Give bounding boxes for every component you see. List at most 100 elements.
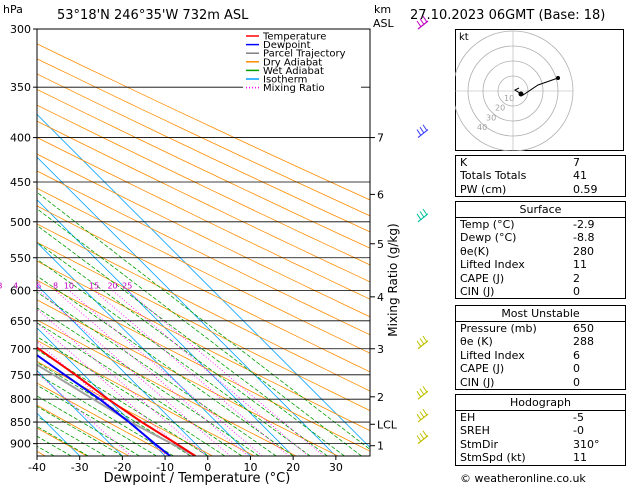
location-title: 53°18'N 246°35'W 732m ASL (57, 8, 249, 23)
dry-adiabat-line (37, 361, 213, 456)
wind-barb (417, 413, 429, 423)
km-tick-label: 1 (377, 440, 384, 453)
wind-barb-flag (419, 388, 425, 396)
indices-table: K 7 Totals Totals 41 PW (cm) 0.59 (455, 155, 626, 198)
km-tick-label: LCL (377, 418, 398, 431)
wind-barb-flag (416, 413, 422, 421)
wind-barb-flag (416, 390, 422, 398)
pressure-tick-label: 800 (10, 393, 31, 406)
dry-adiabat-line (37, 170, 370, 336)
mixing-ratio-label: 10 (64, 282, 74, 291)
dry-adiabat-line (37, 137, 370, 300)
row-key: Dewp (°C) (460, 231, 517, 245)
table-row: θe(K) 280 (456, 245, 625, 258)
pressure-tick-label: 400 (10, 132, 31, 145)
legend-label: Isotherm (263, 75, 307, 86)
row-value: 7 (573, 156, 580, 169)
dry-adiabat-line (37, 279, 370, 452)
table-row: StmDir 310° (456, 438, 625, 451)
wet-adiabat-line (37, 322, 243, 456)
pressure-tick-label: 550 (10, 252, 31, 265)
row-value: 650 (573, 322, 594, 335)
table-row: CIN (J) 0 (456, 376, 625, 389)
hodograph-table-title: Hodograph (456, 395, 625, 411)
hodograph-ring-label: 30 (486, 113, 496, 122)
pressure-tick-label: 350 (10, 81, 31, 94)
km-tick-label: 6 (377, 188, 384, 201)
row-key: Pressure (mb) (460, 322, 537, 335)
dry-adiabat-line (37, 260, 370, 432)
mixing-ratio-line (38, 290, 231, 456)
wet-adiabat-line (37, 241, 328, 456)
wet-adiabat-line (37, 336, 226, 456)
table-row: Totals Totals 41 (456, 169, 625, 182)
dry-adiabat-line (37, 120, 370, 283)
wind-barb-flag (422, 430, 428, 438)
pressure-tick-label: 300 (10, 23, 31, 36)
dry-adiabat-line (37, 73, 370, 233)
km-tick-label: 4 (377, 291, 384, 304)
isotherm-line (37, 370, 123, 456)
wind-barb (417, 340, 429, 350)
row-key: EH (460, 411, 476, 424)
wind-barb (417, 20, 429, 30)
table-row: CAPE (J) 0 (456, 362, 625, 375)
pressure-tick-label: 850 (10, 416, 31, 429)
temp-tick-label: -10 (156, 461, 174, 474)
storm-motion-marker (518, 91, 524, 97)
wind-barb (417, 213, 429, 223)
table-row: StmSpd (kt) 11 (456, 451, 625, 464)
mixing-ratio-line (68, 290, 263, 456)
row-key: StmSpd (kt) (460, 451, 526, 465)
wind-barb-flag (419, 411, 425, 418)
wind-barb-flag (422, 386, 428, 393)
row-key: K (460, 156, 468, 169)
hodograph-unit-label: kt (459, 32, 469, 43)
wind-barb-flag (419, 126, 425, 134)
dry-adiabat-line (37, 187, 370, 354)
wind-barb-flag (422, 124, 428, 132)
mixing-ratio-line (93, 290, 289, 456)
legend-label: Dry Adiabat (263, 57, 322, 68)
row-key: Temp (°C) (460, 218, 515, 231)
dry-adiabat-line (37, 241, 370, 412)
temp-tick-label: -40 (28, 461, 46, 474)
dry-adiabat-line (37, 339, 255, 456)
dry-adiabat-line (37, 89, 370, 249)
asl-label: ASL (373, 17, 394, 30)
surface-table: Surface Temp (°C) -2.9 Dewp (°C) -8.8 θe(K) 2… (455, 201, 626, 300)
wind-barb-flag (422, 208, 428, 216)
row-key: Lifted Index (460, 258, 525, 272)
wind-barb-flag (416, 129, 422, 136)
table-row: Lifted Index 6 (456, 349, 625, 362)
row-value: 0 (573, 375, 580, 389)
legend-label: Mixing Ratio (263, 83, 325, 94)
isotherm-line (37, 284, 209, 456)
table-row: Pressure (mb) 650 (456, 322, 625, 335)
temp-tick-label: 20 (286, 461, 300, 474)
wind-barb-flag (416, 213, 422, 221)
row-value: 0.59 (573, 182, 598, 196)
row-key: CAPE (J) (460, 362, 505, 376)
row-key: CIN (J) (460, 375, 495, 389)
wet-adiabat-line (37, 373, 174, 456)
row-value: 2 (573, 271, 580, 285)
dry-adiabat-line (37, 205, 370, 373)
mixing-ratio-label: 25 (122, 282, 132, 291)
legend-label: Dewpoint (263, 40, 311, 51)
row-value: 11 (573, 258, 587, 272)
wet-adiabat-line (37, 208, 362, 456)
row-value: 6 (573, 348, 580, 362)
row-value: 310° (573, 437, 600, 451)
mixing-ratio-label: 4 (13, 282, 18, 291)
isotherm-line (37, 241, 251, 456)
hodograph-point (556, 76, 560, 80)
datetime-title: 27.10.2023 06GMT (Base: 18) (410, 8, 606, 23)
mixing-ratio-label: 20 (107, 282, 117, 291)
row-key: PW (cm) (460, 182, 507, 196)
table-row: EH -5 (456, 411, 625, 424)
row-value: 41 (573, 169, 587, 183)
wind-barb-flag (419, 338, 425, 345)
dewpoint-profile (37, 353, 171, 456)
most-unstable-title: Most Unstable (456, 306, 625, 322)
